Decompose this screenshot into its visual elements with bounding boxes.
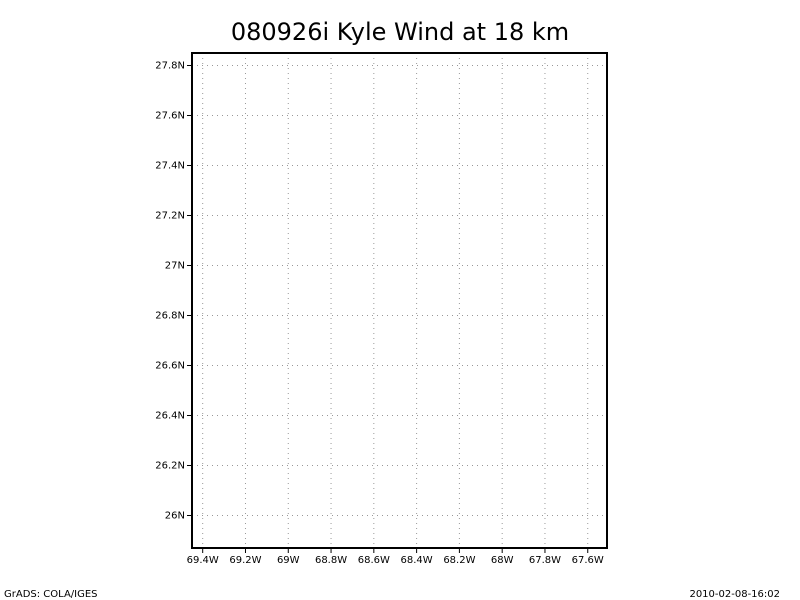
x-tick-label: 68W bbox=[491, 555, 514, 566]
y-tick-label: 26.2N bbox=[155, 461, 185, 472]
y-tick-label: 26.8N bbox=[155, 311, 185, 322]
x-tick-label: 67.6W bbox=[572, 555, 604, 566]
x-tick-label: 67.8W bbox=[529, 555, 561, 566]
y-tick-label: 26.4N bbox=[155, 411, 185, 422]
y-tick-label: 26.6N bbox=[155, 361, 185, 372]
y-tick-label: 27.6N bbox=[155, 111, 185, 122]
x-tick-label: 69W bbox=[277, 555, 300, 566]
x-tick-label: 69.2W bbox=[229, 555, 261, 566]
y-tick-label: 27.8N bbox=[155, 61, 185, 72]
x-tick-label: 68.8W bbox=[315, 555, 347, 566]
footer-left: GrADS: COLA/IGES bbox=[4, 589, 98, 600]
x-tick-label: 68.2W bbox=[443, 555, 475, 566]
x-tick-label: 69.4W bbox=[187, 555, 219, 566]
footer-right: 2010-02-08-16:02 bbox=[689, 589, 780, 600]
y-tick-label: 27N bbox=[165, 261, 185, 272]
chart-title: 080926i Kyle Wind at 18 km bbox=[231, 18, 569, 46]
y-tick-label: 27.4N bbox=[155, 161, 185, 172]
y-tick-label: 26N bbox=[165, 511, 185, 522]
x-tick-label: 68.6W bbox=[358, 555, 390, 566]
y-tick-label: 27.2N bbox=[155, 211, 185, 222]
x-tick-label: 68.4W bbox=[401, 555, 433, 566]
plot-frame bbox=[191, 52, 608, 549]
